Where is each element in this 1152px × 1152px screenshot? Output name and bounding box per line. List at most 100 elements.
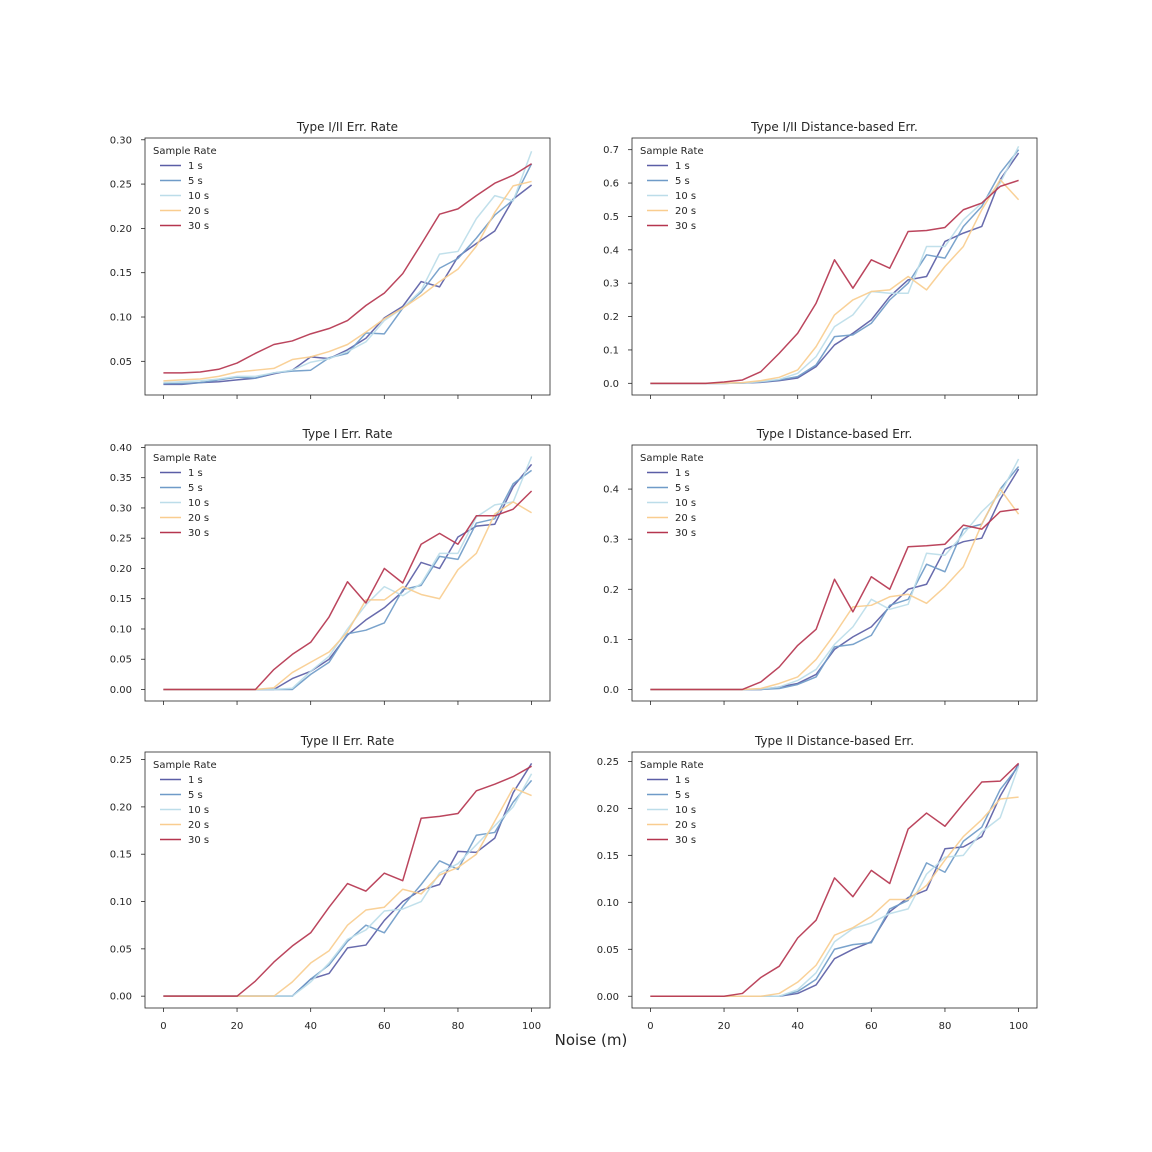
x-tick-label: 80: [939, 1021, 952, 1032]
series-line-5s: [163, 163, 533, 385]
legend-label: 1 s: [675, 161, 690, 172]
series-line-20s: [163, 180, 532, 382]
y-tick-label: 0.25: [110, 180, 132, 191]
y-tick-label: 0.1: [603, 635, 619, 646]
x-tick-label: 40: [791, 1021, 804, 1032]
y-tick-label: 0.05: [110, 655, 132, 666]
legend-title: Sample Rate: [153, 760, 217, 771]
x-tick-label: 0: [647, 1021, 653, 1032]
y-tick-label: 0.20: [110, 802, 132, 813]
chart-panel-1: Type I/II Err. Rate 0.05 0.10 0.15 0.20 0.25 0…: [110, 120, 551, 399]
y-tick-label: 0.05: [110, 944, 132, 955]
chart-panel-4: Type I Distance-based Err. 0.0 0.1 0.2 0.3 0.…: [603, 427, 1038, 705]
legend-label: 10 s: [188, 805, 209, 816]
y-tick-label: 0.25: [110, 534, 132, 545]
legend-label: 30 s: [675, 835, 696, 846]
y-tick-label: 0.20: [110, 224, 132, 235]
legend-label: 20 s: [675, 513, 696, 524]
panel-title: Type I Distance-based Err.: [756, 427, 913, 441]
legend-label: 20 s: [675, 820, 696, 831]
y-tick-label: 0.4: [603, 245, 619, 256]
legend-label: 5 s: [675, 483, 690, 494]
legend-label: 30 s: [675, 221, 696, 232]
x-tick-label: 60: [378, 1021, 391, 1032]
y-tick-label: 0.00: [597, 992, 619, 1003]
axes-frame: [631, 137, 1038, 396]
series-line-30s: [163, 490, 533, 691]
series-line-30s: [650, 762, 1020, 998]
axes-frame: [144, 137, 551, 396]
y-tick-label: 0.40: [110, 443, 132, 454]
y-tick-label: 0.4: [603, 485, 619, 496]
y-tick-label: 0.6: [603, 179, 619, 190]
series-line-30s: [650, 508, 1019, 691]
panel-title: Type I/II Distance-based Err.: [750, 120, 918, 134]
y-tick-label: 0.3: [603, 535, 619, 546]
legend-label: 1 s: [188, 468, 203, 479]
y-tick-label: 0.15: [597, 851, 619, 862]
y-tick-label: 0.15: [110, 594, 132, 605]
legend-label: 5 s: [188, 176, 203, 187]
legend-label: 10 s: [675, 191, 696, 202]
x-tick-label: 100: [522, 1021, 541, 1032]
y-tick-label: 0.10: [110, 897, 132, 908]
y-tick-label: 0.30: [110, 135, 132, 146]
legend-label: 30 s: [675, 528, 696, 539]
x-tick-label: 20: [718, 1021, 731, 1032]
legend-label: 20 s: [188, 206, 209, 217]
x-tick-label: 80: [452, 1021, 465, 1032]
legend-label: 10 s: [188, 191, 209, 202]
legend-title: Sample Rate: [640, 760, 704, 771]
legend-label: 1 s: [188, 161, 203, 172]
series-line-30s: [163, 163, 532, 374]
y-tick-label: 0.1: [603, 345, 619, 356]
y-tick-label: 0.25: [110, 755, 132, 766]
axes-frame: [144, 751, 551, 1009]
chart-panel-2: Type I/II Distance-based Err. 0.0 0.1 0.2 0.…: [603, 120, 1038, 399]
legend-title: Sample Rate: [640, 453, 704, 464]
legend-label: 30 s: [188, 835, 209, 846]
y-tick-label: 0.15: [110, 850, 132, 861]
x-tick-label: 40: [304, 1021, 317, 1032]
y-tick-label: 0.00: [110, 685, 132, 696]
y-tick-label: 0.0: [603, 379, 619, 390]
series-line-1s: [163, 184, 533, 386]
chart-panel-6: Type II Distance-based Err. 0.00 0.05 0.10 0…: [597, 734, 1038, 1032]
panel-title: Type II Err. Rate: [300, 734, 395, 748]
axes-frame: [631, 444, 1038, 702]
legend-label: 20 s: [188, 513, 209, 524]
y-tick-label: 0.10: [110, 313, 132, 324]
series-line-10s: [163, 151, 533, 384]
y-tick-label: 0.2: [603, 585, 619, 596]
y-tick-label: 0.3: [603, 279, 619, 290]
legend-label: 30 s: [188, 221, 209, 232]
panel-title: Type I Err. Rate: [301, 427, 392, 441]
legend-label: 1 s: [675, 468, 690, 479]
chart-panel-5: Type II Err. Rate 0.00 0.05 0.10 0.15 0.20 0.2…: [110, 734, 551, 1032]
series-line-30s: [650, 179, 1019, 385]
legend-label: 30 s: [188, 528, 209, 539]
y-tick-label: 0.5: [603, 212, 619, 223]
axes-frame: [144, 444, 551, 702]
y-tick-label: 0.05: [110, 357, 132, 368]
y-tick-label: 0.25: [597, 757, 619, 768]
y-tick-label: 0.7: [603, 145, 619, 156]
y-tick-label: 0.10: [597, 898, 619, 909]
y-tick-label: 0.2: [603, 312, 619, 323]
y-tick-label: 0.0: [603, 685, 619, 696]
y-tick-label: 0.15: [110, 268, 132, 279]
y-tick-label: 0.30: [110, 503, 132, 514]
figure-x-axis-label: Noise (m): [555, 1031, 628, 1049]
legend-label: 5 s: [675, 790, 690, 801]
legend-label: 20 s: [188, 820, 209, 831]
axes-frame: [631, 751, 1038, 1009]
legend-label: 5 s: [188, 483, 203, 494]
x-tick-label: 100: [1009, 1021, 1028, 1032]
legend-title: Sample Rate: [640, 146, 704, 157]
x-tick-label: 60: [865, 1021, 878, 1032]
legend-label: 1 s: [675, 775, 690, 786]
legend-label: 1 s: [188, 775, 203, 786]
series-line-30s: [163, 765, 532, 997]
panel-title: Type II Distance-based Err.: [754, 734, 914, 748]
legend-title: Sample Rate: [153, 146, 217, 157]
